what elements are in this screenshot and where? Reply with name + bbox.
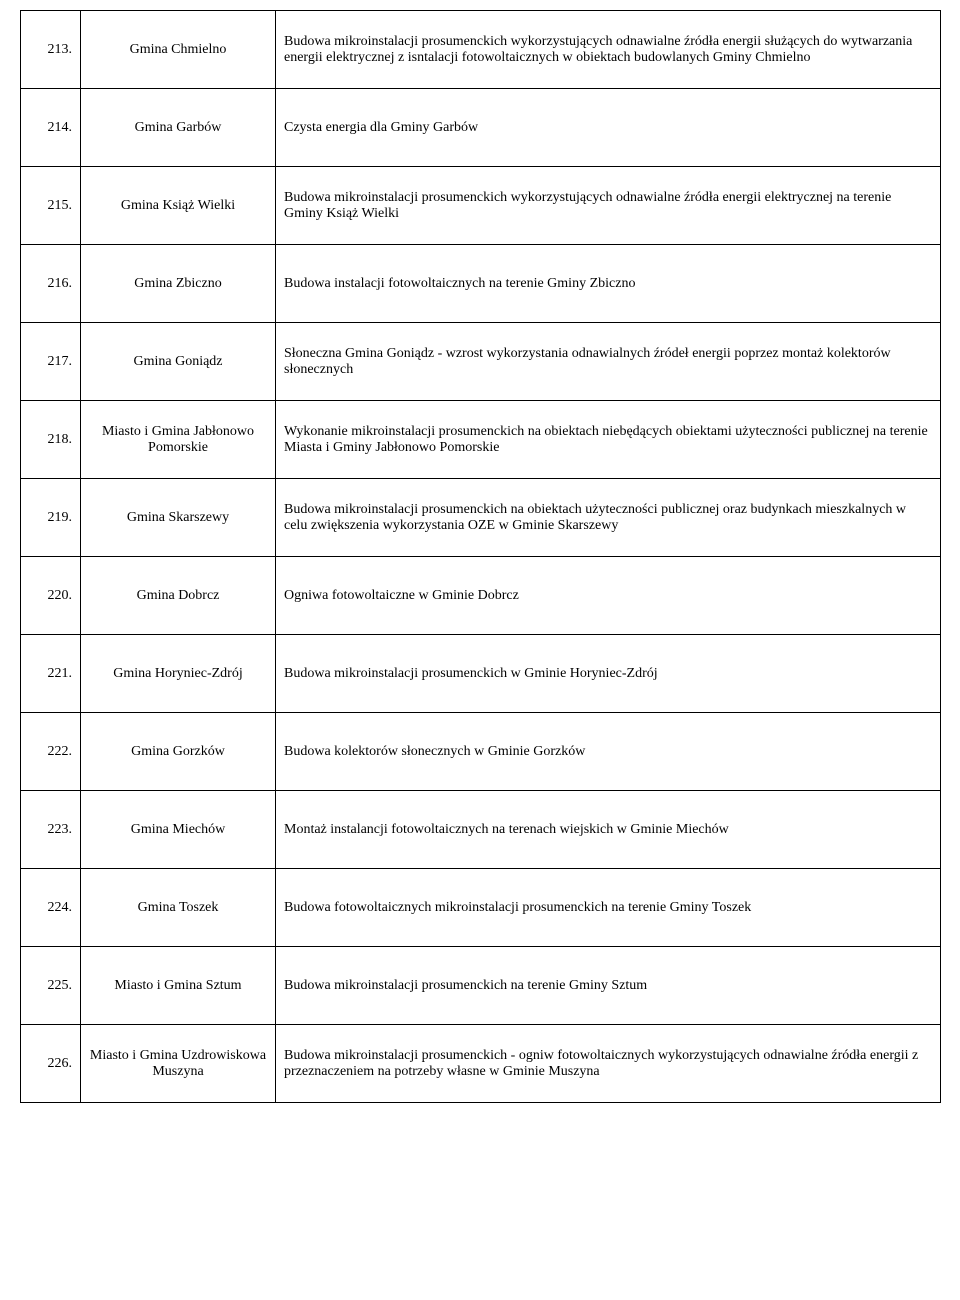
project-description: Budowa mikroinstalacji prosumenckich wyk… xyxy=(276,11,941,89)
gmina-name: Gmina Skarszewy xyxy=(81,479,276,557)
table-row: 224.Gmina ToszekBudowa fotowoltaicznych … xyxy=(21,869,941,947)
gmina-name: Gmina Dobrcz xyxy=(81,557,276,635)
project-description: Budowa mikroinstalacji prosumenckich w G… xyxy=(276,635,941,713)
row-number: 220. xyxy=(21,557,81,635)
table-row: 214.Gmina GarbówCzysta energia dla Gminy… xyxy=(21,89,941,167)
row-number: 215. xyxy=(21,167,81,245)
row-number: 217. xyxy=(21,323,81,401)
project-description: Budowa mikroinstalacji prosumenckich wyk… xyxy=(276,167,941,245)
row-number: 219. xyxy=(21,479,81,557)
row-number: 223. xyxy=(21,791,81,869)
row-number: 213. xyxy=(21,11,81,89)
gmina-name: Miasto i Gmina Uzdrowiskowa Muszyna xyxy=(81,1025,276,1103)
table-row: 222.Gmina GorzkówBudowa kolektorów słone… xyxy=(21,713,941,791)
row-number: 216. xyxy=(21,245,81,323)
project-description: Ogniwa fotowoltaiczne w Gminie Dobrcz xyxy=(276,557,941,635)
projects-table: 213.Gmina ChmielnoBudowa mikroinstalacji… xyxy=(20,10,941,1103)
project-description: Budowa mikroinstalacji prosumenckich na … xyxy=(276,947,941,1025)
project-description: Budowa fotowoltaicznych mikroinstalacji … xyxy=(276,869,941,947)
row-number: 221. xyxy=(21,635,81,713)
project-description: Wykonanie mikroinstalacji prosumenckich … xyxy=(276,401,941,479)
row-number: 224. xyxy=(21,869,81,947)
table-row: 218.Miasto i Gmina Jabłonowo PomorskieWy… xyxy=(21,401,941,479)
project-description: Czysta energia dla Gminy Garbów xyxy=(276,89,941,167)
gmina-name: Gmina Horyniec-Zdrój xyxy=(81,635,276,713)
project-description: Słoneczna Gmina Goniądz - wzrost wykorzy… xyxy=(276,323,941,401)
gmina-name: Gmina Miechów xyxy=(81,791,276,869)
gmina-name: Gmina Goniądz xyxy=(81,323,276,401)
gmina-name: Gmina Książ Wielki xyxy=(81,167,276,245)
table-row: 215.Gmina Książ WielkiBudowa mikroinstal… xyxy=(21,167,941,245)
table-row: 213.Gmina ChmielnoBudowa mikroinstalacji… xyxy=(21,11,941,89)
table-row: 226.Miasto i Gmina Uzdrowiskowa MuszynaB… xyxy=(21,1025,941,1103)
project-description: Budowa kolektorów słonecznych w Gminie G… xyxy=(276,713,941,791)
row-number: 222. xyxy=(21,713,81,791)
project-description: Budowa mikroinstalacji prosumenckich - o… xyxy=(276,1025,941,1103)
gmina-name: Gmina Chmielno xyxy=(81,11,276,89)
table-row: 219.Gmina SkarszewyBudowa mikroinstalacj… xyxy=(21,479,941,557)
table-row: 221.Gmina Horyniec-ZdrójBudowa mikroinst… xyxy=(21,635,941,713)
table-row: 225.Miasto i Gmina SztumBudowa mikroinst… xyxy=(21,947,941,1025)
gmina-name: Miasto i Gmina Sztum xyxy=(81,947,276,1025)
project-description: Montaż instalancji fotowoltaicznych na t… xyxy=(276,791,941,869)
row-number: 218. xyxy=(21,401,81,479)
gmina-name: Miasto i Gmina Jabłonowo Pomorskie xyxy=(81,401,276,479)
row-number: 225. xyxy=(21,947,81,1025)
project-description: Budowa mikroinstalacji prosumenckich na … xyxy=(276,479,941,557)
table-row: 223.Gmina MiechówMontaż instalancji foto… xyxy=(21,791,941,869)
row-number: 226. xyxy=(21,1025,81,1103)
gmina-name: Gmina Gorzków xyxy=(81,713,276,791)
gmina-name: Gmina Zbiczno xyxy=(81,245,276,323)
table-row: 220.Gmina DobrczOgniwa fotowoltaiczne w … xyxy=(21,557,941,635)
table-row: 217.Gmina GoniądzSłoneczna Gmina Goniądz… xyxy=(21,323,941,401)
row-number: 214. xyxy=(21,89,81,167)
project-description: Budowa instalacji fotowoltaicznych na te… xyxy=(276,245,941,323)
table-row: 216.Gmina ZbicznoBudowa instalacji fotow… xyxy=(21,245,941,323)
gmina-name: Gmina Garbów xyxy=(81,89,276,167)
gmina-name: Gmina Toszek xyxy=(81,869,276,947)
